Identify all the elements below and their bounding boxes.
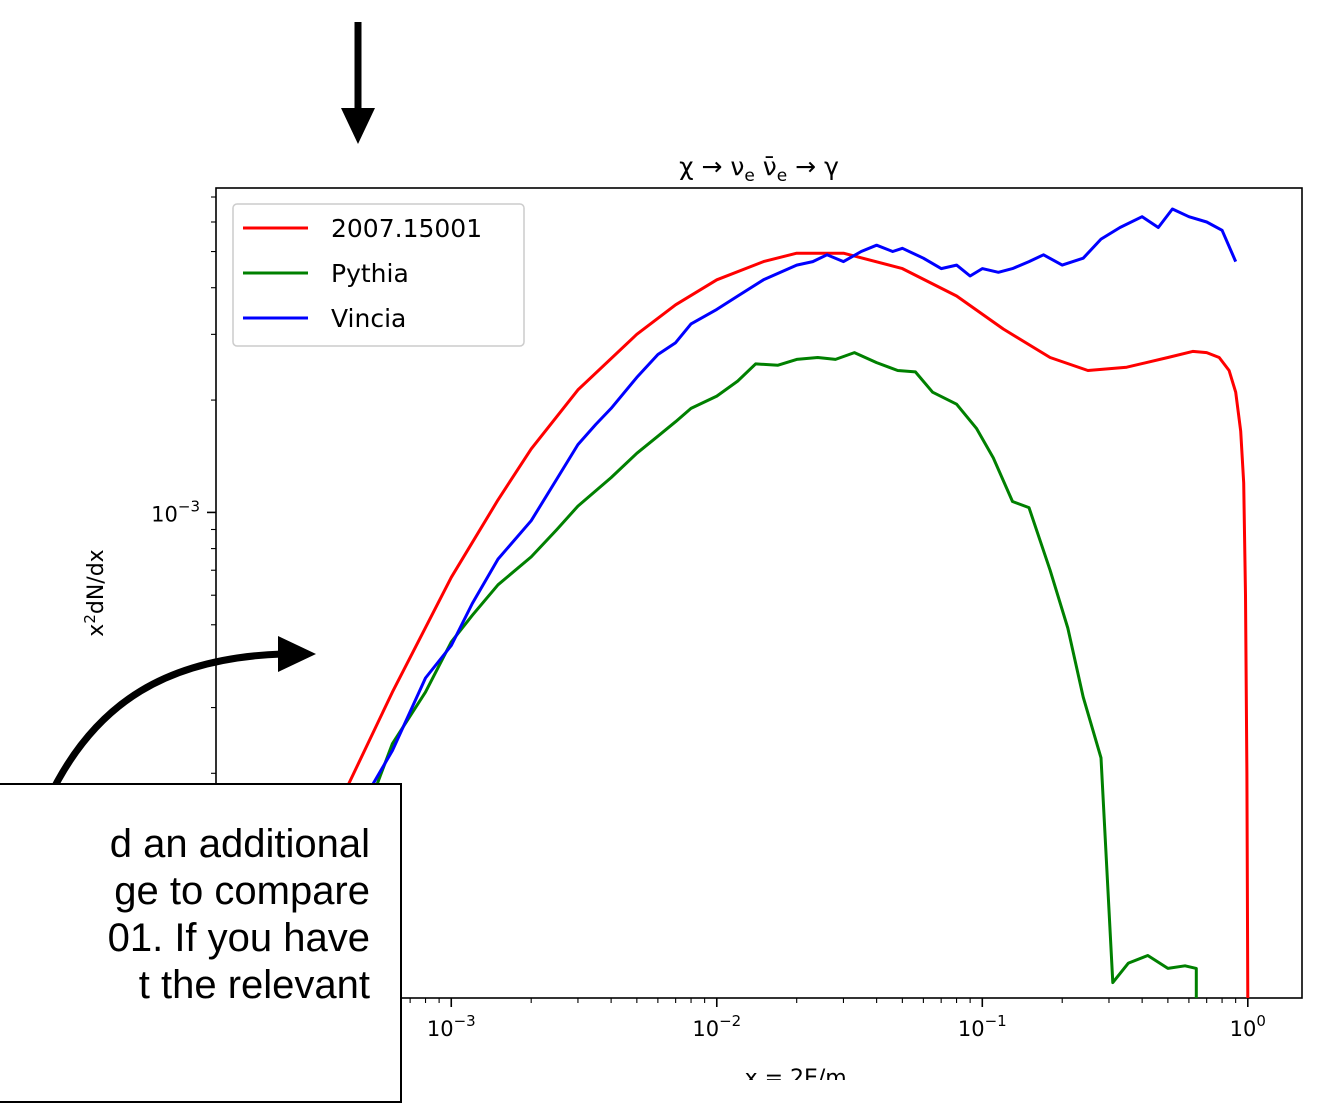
series-line-pythia: [314, 351, 1198, 998]
callout-line: d an additional: [109, 822, 370, 866]
chart: χ → νe ν̄e → γ x2dN/dx x = 2E/mχ 10−3 10−…: [44, 22, 1303, 1080]
x-tick-label: 100: [1230, 1012, 1266, 1041]
x-tick-label: 10−2: [692, 1012, 741, 1041]
x-tick-label: 10−1: [958, 1012, 1007, 1041]
legend: 2007.15001 Pythia Vincia: [232, 203, 525, 347]
chart-title: χ → νe ν̄e → γ: [679, 152, 839, 186]
callout-line: 01. If you have: [107, 916, 370, 960]
y-axis-label: x2dN/dx: [81, 549, 109, 636]
x-tick-label: 10−3: [427, 1012, 476, 1041]
y-tick-label: 10−3: [151, 497, 200, 526]
legend-box: [232, 203, 525, 347]
legend-label-2007-15001: 2007.15001: [331, 214, 482, 243]
curved-arrow-icon: [44, 636, 316, 802]
callout-line: t the relevant: [138, 963, 370, 1007]
x-axis-label: x = 2E/mχ: [745, 1066, 856, 1080]
plot-area: [215, 187, 1303, 999]
callout-line: ge to compare: [114, 869, 370, 913]
callout-box: d an additional ge to compare 01. If you…: [0, 783, 402, 1103]
legend-label-vincia: Vincia: [331, 304, 406, 333]
callout-text: d an additional ge to compare 01. If you…: [0, 821, 370, 1009]
down-arrow-icon: [341, 22, 375, 144]
series-line-2007-15001: [294, 251, 1250, 998]
series-line-vincia: [303, 207, 1238, 927]
legend-label-pythia: Pythia: [331, 259, 409, 288]
